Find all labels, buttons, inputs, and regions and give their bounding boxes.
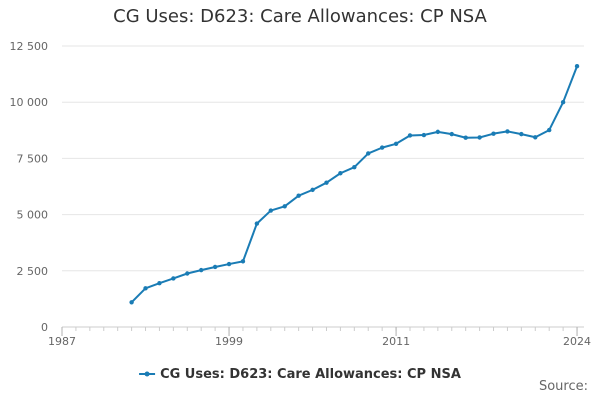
data-point [129, 300, 134, 305]
data-point [491, 131, 496, 136]
x-tick-label: 2024 [563, 335, 591, 348]
data-point [379, 145, 385, 150]
x-tick-label: 2011 [382, 335, 410, 348]
data-point [477, 135, 482, 140]
data-point [547, 127, 552, 133]
data-point [449, 131, 454, 137]
data-point [310, 187, 315, 193]
data-point [366, 151, 371, 156]
legend-label: CG Uses: D623: Care Allowances: CP NSA [160, 367, 461, 382]
data-point [171, 276, 176, 281]
y-tick-label: 2 500 [17, 265, 49, 278]
data-point [185, 271, 190, 276]
data-point [143, 286, 148, 291]
data-point [212, 264, 218, 270]
data-point [282, 204, 287, 209]
data-point [254, 221, 260, 226]
source-label: Source: [538, 379, 588, 394]
data-point [199, 267, 204, 273]
data-point [296, 193, 301, 198]
data-point [574, 64, 580, 69]
data-point [560, 100, 566, 105]
data-point [519, 131, 524, 137]
y-tick-label: 10 000 [10, 96, 49, 109]
y-tick-label: 0 [41, 321, 48, 334]
data-point [268, 208, 273, 213]
legend-marker [144, 371, 150, 377]
y-tick-label: 12 500 [10, 40, 49, 53]
y-tick-label: 5 000 [17, 209, 49, 222]
x-tick-label: 1987 [48, 335, 76, 348]
chart-title: CG Uses: D623: Care Allowances: CP NSA [113, 6, 487, 27]
data-point [421, 132, 427, 138]
data-point [324, 180, 329, 185]
data-point [463, 135, 468, 140]
data-point [157, 280, 162, 286]
data-point [352, 164, 357, 170]
data-point [338, 171, 343, 176]
y-tick-label: 7 500 [17, 152, 49, 165]
series-line [130, 65, 578, 303]
data-point [393, 141, 399, 146]
data-point [407, 133, 413, 138]
data-point [435, 129, 441, 135]
x-tick-label: 1999 [215, 335, 243, 348]
data-point [240, 259, 246, 264]
data-point [226, 261, 232, 267]
data-point [533, 135, 538, 140]
data-point [505, 129, 510, 134]
